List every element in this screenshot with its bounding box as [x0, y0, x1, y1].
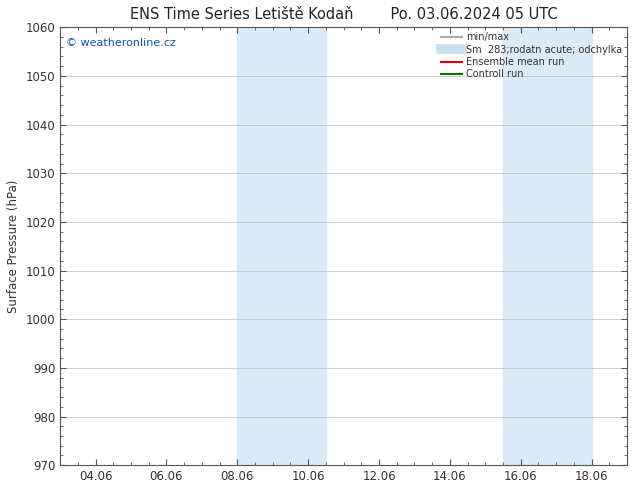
- Bar: [237, 27, 326, 465]
- Y-axis label: Surface Pressure (hPa): Surface Pressure (hPa): [7, 179, 20, 313]
- Bar: [503, 27, 592, 465]
- Text: © weatheronline.cz: © weatheronline.cz: [66, 38, 176, 48]
- Legend: min/max, Sm  283;rodatn acute; odchylka, Ensemble mean run, Controll run: min/max, Sm 283;rodatn acute; odchylka, …: [439, 30, 624, 81]
- Title: ENS Time Series Letiště Kodaň        Po. 03.06.2024 05 UTC: ENS Time Series Letiště Kodaň Po. 03.06.…: [130, 7, 557, 22]
